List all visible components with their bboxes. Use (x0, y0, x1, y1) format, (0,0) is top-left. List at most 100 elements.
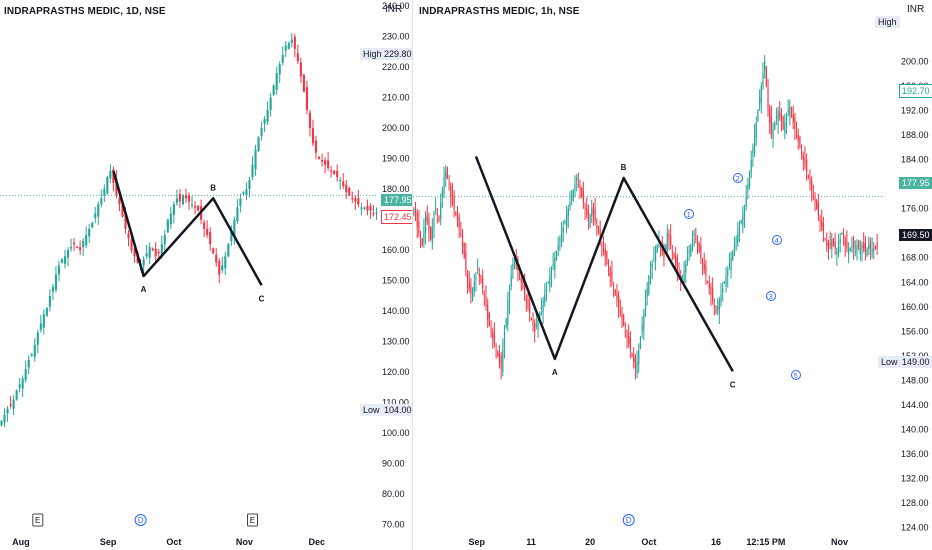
candle-body (308, 112, 312, 129)
candle-body (45, 308, 48, 316)
candle-body (720, 294, 722, 303)
candle-body (735, 239, 737, 241)
candle-body (468, 282, 470, 289)
candle-body (616, 292, 618, 301)
candle-body (157, 251, 160, 254)
right-chart-canvas[interactable]: ABC200.00196.00192.00188.00184.00180.001… (413, 0, 932, 550)
wave-marker (766, 291, 776, 301)
candle-body (594, 208, 596, 221)
candle-body (342, 181, 345, 187)
candle-body (508, 288, 511, 303)
candle-body (478, 273, 480, 277)
y-tick-label: 140.00 (901, 425, 929, 435)
candle-body (728, 263, 731, 267)
earnings-event-marker (32, 513, 44, 527)
y-tick-label: 192.00 (901, 105, 929, 115)
candle-body (458, 216, 460, 228)
right-chart-pane[interactable]: ABC200.00196.00192.00188.00184.00180.001… (413, 0, 932, 550)
candle-body (460, 232, 462, 234)
candle-body (760, 85, 762, 103)
pattern-label: C (730, 380, 736, 389)
candle-body (601, 245, 603, 247)
candle-body (54, 274, 58, 290)
candle-body (777, 110, 779, 123)
candle-body (554, 257, 556, 270)
earnings-event-label: E (250, 516, 255, 525)
candle-body (743, 208, 746, 217)
candle-body (587, 210, 590, 221)
candle-body (834, 241, 836, 249)
candle-body (861, 245, 863, 251)
candle-body (873, 248, 875, 251)
y-tick-label: 144.00 (901, 400, 929, 410)
left-chart-pane[interactable]: A B C 240.00 230.00 220.00 210.00 200.00 190.00 1… (0, 0, 412, 550)
candle-body (755, 122, 757, 137)
candle-body (725, 276, 727, 287)
candle-body (804, 157, 806, 166)
candle-body (752, 147, 754, 156)
candle-body (822, 223, 825, 234)
candle-body (527, 300, 529, 307)
candle-body (505, 319, 507, 328)
candle-body (706, 282, 709, 284)
candle-body (618, 294, 620, 307)
candle-body (564, 220, 566, 224)
pane-divider[interactable] (412, 0, 413, 550)
candle-body (190, 204, 194, 206)
pattern-label: C (259, 294, 265, 303)
candle-body (281, 54, 284, 63)
candle-body (807, 175, 809, 178)
candle-body (357, 198, 360, 205)
candle-body (193, 205, 197, 208)
candle-body (0, 421, 3, 426)
candle-body (868, 245, 870, 249)
candle-body (498, 353, 501, 363)
candle-body (619, 310, 621, 313)
candle-body (802, 155, 804, 160)
right-currency-label[interactable]: INR (907, 4, 925, 15)
candle-body (130, 239, 133, 251)
candle-body (824, 239, 826, 241)
candle-body (482, 278, 484, 289)
candle-body (863, 243, 865, 249)
candle-body (832, 239, 835, 246)
right-chart-title: INDRAPRASTHS MEDIC, 1h, NSE (419, 6, 580, 17)
candle-body (715, 306, 717, 313)
candle-body (799, 137, 801, 148)
left-chart-canvas[interactable]: A B C 240.00 230.00 220.00 210.00 200.00 190.00 1… (0, 0, 412, 550)
candle-body (435, 208, 437, 211)
x-tick-label: Sep (468, 537, 485, 547)
y-tick-label: 128.00 (901, 498, 929, 508)
candle-body (853, 239, 855, 249)
left-currency-label[interactable]: INR (385, 4, 403, 15)
candle-body (477, 270, 479, 271)
candle-body (166, 219, 169, 232)
candle-body (260, 128, 263, 136)
candle-body (864, 242, 866, 252)
candle-body (567, 208, 569, 217)
candle-body (451, 194, 454, 203)
candle-body (747, 184, 749, 191)
y-tick-label: 136.00 (901, 449, 929, 459)
candle-body (154, 248, 157, 257)
candle-body (653, 257, 655, 259)
y-tick-label: 80.00 (382, 489, 405, 499)
candle-body (178, 193, 181, 202)
candle-body (215, 254, 218, 263)
candle-body (426, 216, 428, 221)
candle-body (596, 224, 598, 228)
y-tick-label: 148.00 (901, 375, 929, 385)
candle-body (463, 243, 465, 258)
candle-body (118, 198, 121, 205)
candle-body (63, 256, 67, 264)
candle-body (421, 239, 423, 246)
candle-body (582, 190, 584, 203)
candle-body (115, 178, 118, 196)
candle-body (827, 243, 830, 249)
y-tick-label: 240.00 (382, 1, 410, 11)
candle-body (251, 164, 254, 178)
candle-body (461, 235, 464, 246)
candle-body (414, 210, 417, 215)
x-tick-label: Nov (831, 537, 848, 547)
candle-body (345, 184, 348, 193)
